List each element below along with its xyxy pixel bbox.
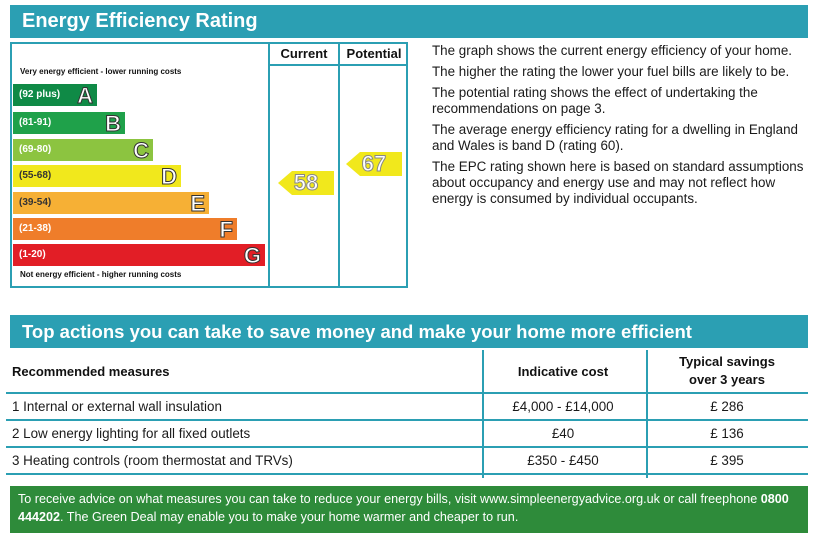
- band-range: (69-80): [19, 144, 52, 155]
- measures-header: Recommended measures: [12, 364, 170, 379]
- current-column-header: Current: [280, 46, 328, 61]
- band-e: (39-54) E: [13, 191, 209, 217]
- info-paragraph: The higher the rating the lower your fue…: [432, 64, 790, 79]
- current-rating-value: 58: [293, 170, 319, 195]
- band-a: (92 plus) A: [13, 83, 97, 109]
- band-letter: B: [105, 111, 122, 137]
- bottom-note: Not energy efficient - higher running co…: [20, 270, 182, 279]
- energy-rating-title: Energy Efficiency Rating: [10, 5, 808, 38]
- advice-footer: To receive advice on what measures you c…: [10, 486, 808, 533]
- measure-cell: 3 Heating controls (room thermostat and …: [12, 453, 293, 468]
- band-letter: A: [77, 83, 94, 109]
- band-letter: D: [161, 164, 178, 190]
- band-range: (92 plus): [19, 89, 61, 100]
- table-row: 1 Internal or external wall insulation £…: [6, 394, 808, 421]
- table-column-divider: [482, 350, 484, 478]
- band-range: (81-91): [19, 117, 52, 128]
- band-range: (39-54): [19, 197, 52, 208]
- band-range: (1-20): [19, 249, 46, 260]
- band-letter: G: [243, 243, 261, 269]
- potential-column-header: Potential: [346, 46, 402, 61]
- band-d: (55-68) D: [13, 164, 181, 190]
- column-divider: [338, 44, 340, 286]
- recommended-measures-table: Recommended measures Indicative cost Typ…: [6, 350, 808, 475]
- potential-rating-value: 67: [361, 151, 387, 176]
- table-column-divider: [646, 350, 648, 478]
- rating-explanation: The graph shows the current energy effic…: [432, 43, 810, 212]
- footer-text: . The Green Deal may enable you to make …: [60, 510, 519, 524]
- cost-header: Indicative cost: [517, 364, 609, 379]
- band-letter: F: [219, 217, 233, 243]
- band-letter: E: [190, 191, 206, 217]
- potential-rating-arrow: 67: [346, 152, 402, 176]
- savings-cell: £ 395: [710, 453, 744, 468]
- current-rating-arrow: 58: [278, 171, 334, 195]
- info-paragraph: The potential rating shows the effect of…: [432, 85, 758, 116]
- top-note: Very energy efficient - lower running co…: [20, 67, 182, 76]
- savings-cell: £ 136: [710, 426, 744, 441]
- band-c: (69-80) C: [13, 138, 153, 164]
- band-g: (1-20) G: [13, 243, 265, 269]
- column-header-line: [268, 64, 408, 66]
- cost-cell: £350 - £450: [527, 453, 599, 468]
- column-divider: [268, 44, 270, 286]
- info-paragraph: The graph shows the current energy effic…: [432, 43, 793, 58]
- table-header: Recommended measures Indicative cost Typ…: [6, 350, 808, 394]
- info-paragraph: The EPC rating shown here is based on st…: [432, 159, 804, 206]
- band-f: (21-38) F: [13, 217, 237, 243]
- measure-cell: 1 Internal or external wall insulation: [12, 399, 222, 414]
- measure-cell: 2 Low energy lighting for all fixed outl…: [12, 426, 251, 441]
- energy-rating-chart: Very energy efficient - lower running co…: [10, 42, 408, 288]
- cost-cell: £4,000 - £14,000: [512, 399, 614, 414]
- band-range: (21-38): [19, 223, 52, 234]
- savings-cell: £ 286: [710, 399, 744, 414]
- table-row: 2 Low energy lighting for all fixed outl…: [6, 421, 808, 448]
- savings-header-line2: over 3 years: [689, 372, 765, 387]
- freephone-number: 0800 444202: [18, 492, 789, 524]
- top-actions-title: Top actions you can take to save money a…: [10, 315, 808, 348]
- footer-text: To receive advice on what measures you c…: [18, 492, 761, 506]
- savings-header-line1: Typical savings: [679, 354, 775, 369]
- cost-cell: £40: [551, 426, 575, 441]
- band-range: (55-68): [19, 170, 52, 181]
- band-b: (81-91) B: [13, 111, 125, 137]
- table-row: 3 Heating controls (room thermostat and …: [6, 448, 808, 475]
- info-paragraph: The average energy efficiency rating for…: [432, 122, 798, 153]
- band-letter: C: [133, 138, 150, 164]
